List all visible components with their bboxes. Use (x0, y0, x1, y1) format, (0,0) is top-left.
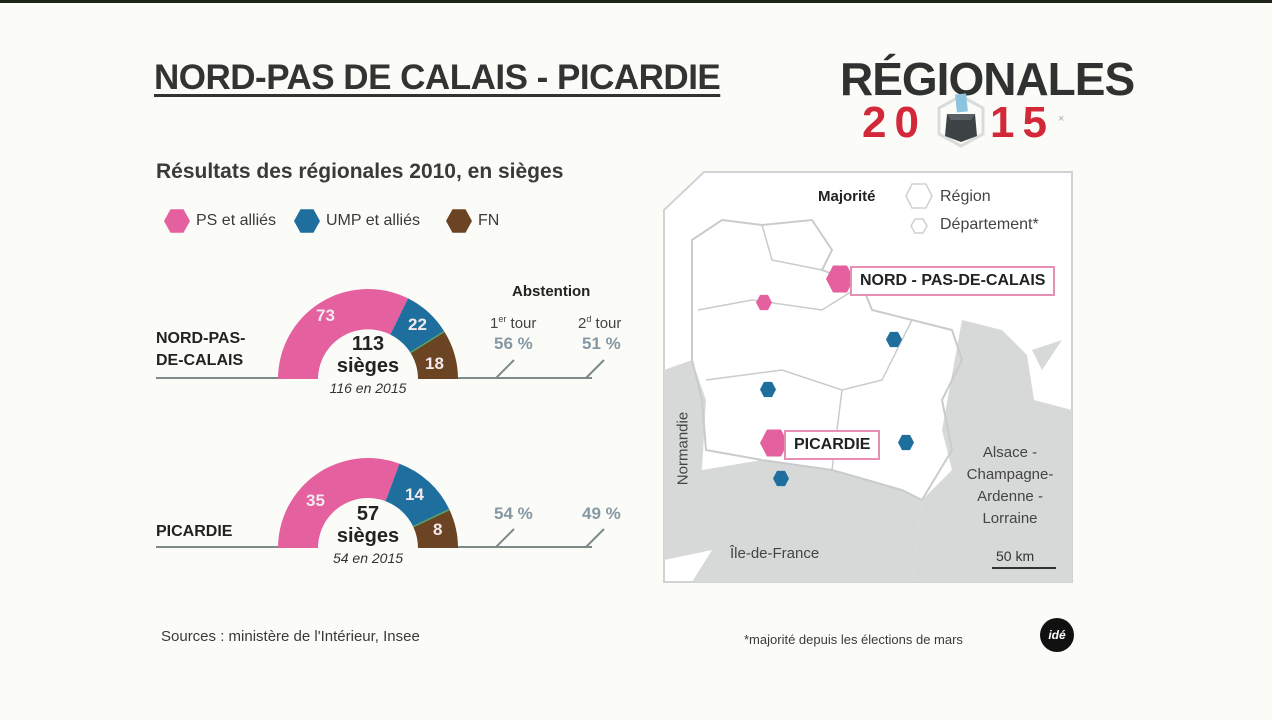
logo-year-right: 15 (990, 98, 1055, 147)
baseline-right-npdc (458, 377, 592, 379)
map-scale-bar (992, 567, 1056, 569)
logo-regionales-word: RÉGIONALES (840, 53, 1135, 105)
legend-ump-label: UMP et alliés (326, 212, 420, 229)
sources-note: Sources : ministère de l'Intérieur, Inse… (161, 628, 420, 645)
legend-fn-label: FN (478, 212, 500, 229)
hexagon-dept-ump-icon (773, 470, 789, 492)
map-legend-departement: Département* (940, 216, 1039, 233)
baseline-left-npdc (156, 377, 278, 379)
top-edge-bar (0, 0, 1272, 3)
hexagon-dept-ps-icon (756, 294, 772, 316)
tour2-label: 2d tour (578, 314, 622, 332)
region-label-picardie: PICARDIE (156, 523, 233, 540)
logo-year-left: 20 (862, 98, 927, 147)
map-badge-npdc: NORD - PAS-DE-CALAIS (850, 266, 1056, 296)
seats-2015-npdc: 116 en 2015 (329, 380, 407, 396)
hexagon-dept-ump-icon (898, 434, 914, 456)
agency-logo: idé (1040, 618, 1074, 652)
map-legend-title: Majorité (818, 188, 876, 205)
hexagon-dept-ump-icon (886, 331, 902, 353)
baseline-right-picardie (458, 546, 592, 548)
total-seats-npdc: 113 sièges (336, 333, 400, 377)
map-label-acal: Alsace - Champagne- Ardenne - Lorraine (966, 444, 1054, 527)
hexagon-ump-icon (294, 209, 320, 233)
abst-t1-npdc: 56 % (494, 334, 533, 353)
seats-ps-picardie: 35 (306, 491, 325, 510)
hexagon-region-npdc-icon (826, 264, 854, 299)
legend-ps: PS et alliés (164, 208, 276, 234)
seats-fn-picardie: 8 (433, 520, 443, 539)
leader-line-t1-picardie (495, 528, 515, 548)
ballot-box-icon (935, 92, 987, 153)
close-mark-icon: × (1058, 113, 1065, 125)
hexagon-fn-icon (446, 209, 472, 233)
map-legend-region: Région (940, 188, 991, 205)
leader-line-t2-picardie (585, 528, 605, 548)
leader-line-t2-npdc (585, 359, 605, 379)
map-label-normandie: Normandie (674, 411, 692, 486)
hexagon-region-picardie-icon (760, 428, 788, 463)
abst-t1-picardie: 54 % (494, 504, 533, 523)
hexagon-region-legend-icon (905, 182, 933, 215)
map-badge-picardie: PICARDIE (784, 430, 881, 460)
seats-ps-npdc: 73 (316, 306, 335, 325)
hexagon-dept-ump-icon (760, 381, 776, 403)
abstention-heading: Abstention (512, 283, 591, 300)
total-seats-picardie: 57 sièges (336, 503, 400, 547)
seats-fn-npdc: 18 (425, 354, 444, 373)
page-title: NORD-PAS DE CALAIS - PICARDIE (154, 58, 721, 97)
legend-ump: UMP et alliés (294, 208, 420, 234)
seat-chart-picardie (276, 457, 460, 554)
seats-2015-picardie: 54 en 2015 (332, 550, 404, 566)
abst-t2-picardie: 49 % (582, 504, 621, 523)
tour1-label: 1er tour (490, 314, 537, 332)
seats-ump-npdc: 22 (408, 315, 427, 334)
legend-fn: FN (446, 208, 499, 234)
map-scale-label: 50 km (996, 548, 1035, 564)
majority-footnote: *majorité depuis les élections de mars (744, 632, 963, 647)
abst-t2-npdc: 51 % (582, 334, 621, 353)
legend-ps-label: PS et alliés (196, 212, 277, 229)
seats-ump-picardie: 14 (405, 485, 424, 504)
chart-subtitle: Résultats des régionales 2010, en sièges (156, 160, 564, 183)
map-label-idf: Île-de-France (730, 545, 820, 562)
region-label-npdc: NORD-PAS- DE-CALAIS (156, 330, 246, 369)
seat-chart-npdc (276, 288, 460, 385)
leader-line-t1-npdc (495, 359, 515, 379)
hexagon-departement-legend-icon (910, 217, 928, 240)
hexagon-ps-icon (164, 209, 190, 233)
baseline-left-picardie (156, 546, 278, 548)
